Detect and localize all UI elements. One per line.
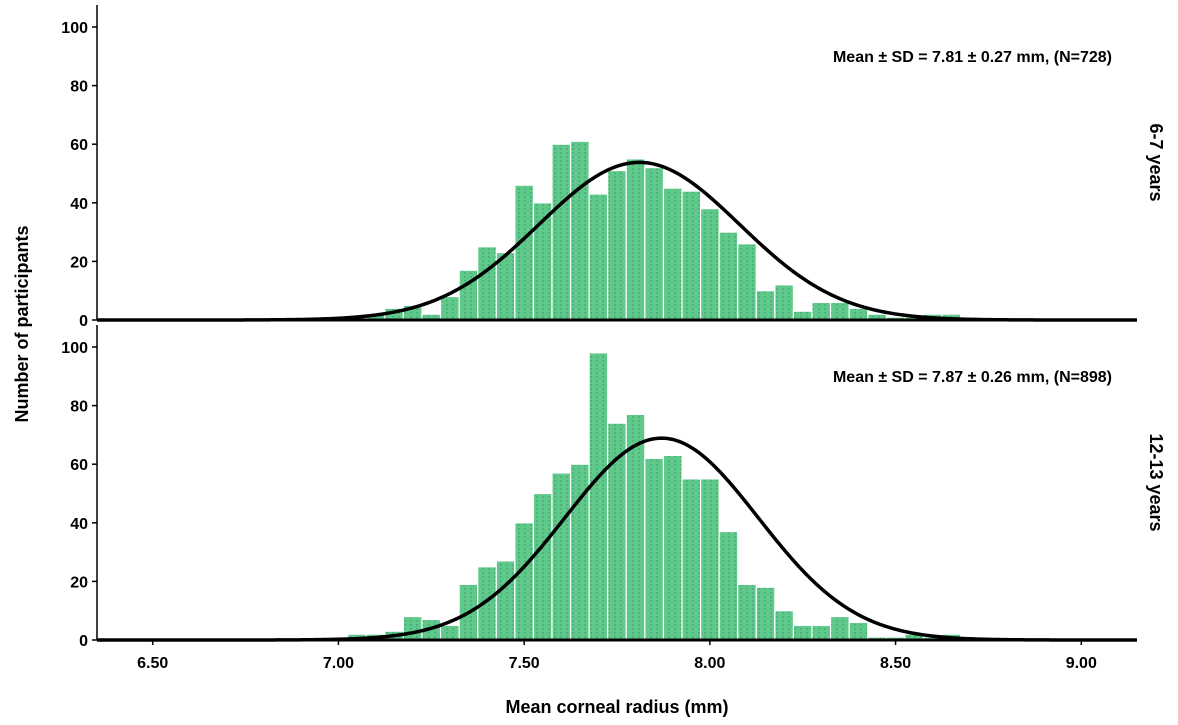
histogram-bar <box>551 143 572 321</box>
y-tick-label: 20 <box>70 254 88 271</box>
stats-annotation: Mean ± SD = 7.81 ± 0.27 mm, (N=728) <box>833 49 1112 66</box>
histogram-bar <box>718 231 739 321</box>
histogram-bar <box>625 158 646 321</box>
histogram-bar <box>792 624 813 641</box>
histogram-bar <box>588 193 609 321</box>
panel-2: 0 20 40 60 80 100 Mean ± SD = 7.87 ± 0.26 mm, … <box>61 325 1166 650</box>
histogram-bar <box>662 187 683 321</box>
histogram-bar <box>699 208 720 321</box>
histogram-bar <box>477 246 497 321</box>
histogram-bar <box>755 586 776 641</box>
histogram-bar <box>569 140 590 321</box>
panels-layer: 0 20 40 60 80 100 Mean ± SD = 7.81 ± 0.27 mm, … <box>61 5 1166 672</box>
histogram-bar <box>514 522 535 641</box>
histogram-bar <box>607 422 627 641</box>
y-tick-label: 20 <box>70 574 88 591</box>
x-tick-label: 8.00 <box>694 655 725 672</box>
y-axis-title: Number of participants <box>12 225 32 422</box>
histogram-bar <box>662 454 683 641</box>
y-tick-label: 0 <box>79 313 88 330</box>
y-tick-label: 40 <box>70 196 88 213</box>
x-axis-ticks: 6.50 7.00 7.50 8.00 8.50 9.00 <box>137 640 1097 672</box>
histogram-bar <box>811 624 832 641</box>
histogram-bar <box>607 169 627 321</box>
histogram-bar <box>439 295 460 321</box>
histogram-bar <box>829 615 850 641</box>
histogram-bar <box>737 583 757 641</box>
histogram-bar <box>588 352 609 641</box>
y-tick-label: 100 <box>61 20 88 37</box>
panel-label: 12-13 years <box>1146 433 1166 531</box>
histogram-bar <box>532 492 553 641</box>
histogram-bar <box>551 472 572 641</box>
histogram-bar <box>495 560 516 641</box>
histogram-bar <box>848 621 869 641</box>
y-tick-label: 60 <box>70 137 88 154</box>
x-tick-label: 7.50 <box>509 655 540 672</box>
stats-annotation: Mean ± SD = 7.87 ± 0.26 mm, (N=898) <box>833 369 1112 386</box>
histogram-bar <box>644 167 665 321</box>
histogram-bar <box>737 243 757 321</box>
y-tick-label: 100 <box>61 340 88 357</box>
panel-label: 6-7 years <box>1146 123 1166 201</box>
histogram-bar <box>755 290 776 321</box>
histogram-bar <box>848 307 869 321</box>
histogram-bar <box>699 478 720 641</box>
y-tick-label: 60 <box>70 457 88 474</box>
histogram-bar <box>829 301 850 321</box>
histogram-bar <box>644 457 665 641</box>
y-tick-label: 40 <box>70 516 88 533</box>
histogram-bar <box>681 478 702 641</box>
histogram-bar <box>681 190 702 321</box>
panel-1: 0 20 40 60 80 100 Mean ± SD = 7.81 ± 0.27 mm, … <box>61 5 1166 330</box>
x-tick-label: 9.00 <box>1066 655 1097 672</box>
y-tick-label: 0 <box>79 633 88 650</box>
y-tick-label: 80 <box>70 399 88 416</box>
histogram-bar <box>774 284 795 321</box>
histogram-bar <box>774 610 795 641</box>
x-tick-label: 6.50 <box>137 655 168 672</box>
histogram-bar <box>439 624 460 641</box>
histogram-bar <box>718 530 739 641</box>
histogram-bar <box>811 301 832 321</box>
y-tick-label: 80 <box>70 79 88 96</box>
x-tick-label: 8.50 <box>880 655 911 672</box>
histogram-bar <box>514 184 535 321</box>
histogram-bar <box>402 615 423 641</box>
x-axis-title: Mean corneal radius (mm) <box>505 697 728 717</box>
x-tick-label: 7.00 <box>323 655 354 672</box>
